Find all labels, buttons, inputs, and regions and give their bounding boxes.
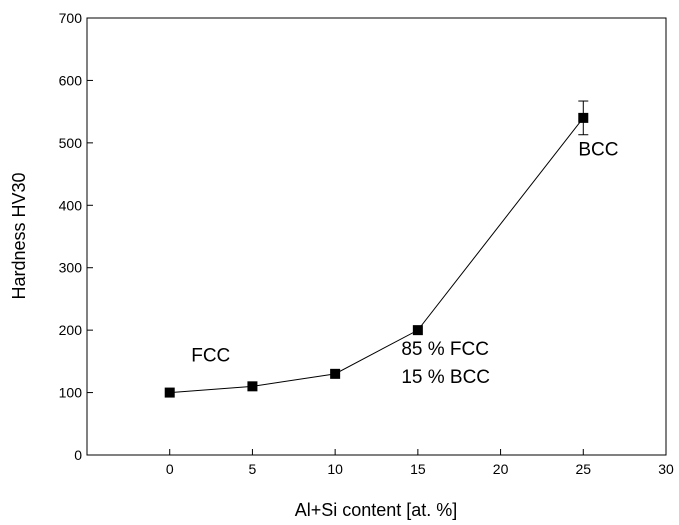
x-tick-label: 30 bbox=[658, 461, 674, 477]
y-tick-label: 700 bbox=[59, 10, 83, 26]
x-tick-label: 0 bbox=[166, 461, 174, 477]
y-tick-label: 100 bbox=[59, 385, 83, 401]
y-axis-ticks: 0 100 200 300 400 500 600 700 bbox=[59, 10, 93, 463]
x-tick-label: 5 bbox=[249, 461, 257, 477]
data-point bbox=[578, 112, 589, 123]
y-tick-label: 600 bbox=[59, 72, 83, 88]
x-tick-label: 10 bbox=[327, 461, 343, 477]
y-tick-label: 300 bbox=[59, 260, 83, 276]
chart-annotation: BCC bbox=[578, 139, 618, 160]
y-tick-label: 200 bbox=[59, 322, 83, 338]
y-axis-title: Hardness HV30 bbox=[9, 172, 29, 299]
x-axis-title: Al+Si content [at. %] bbox=[295, 500, 458, 520]
series-line bbox=[169, 117, 584, 394]
annotations: FCC 85 % FCC 15 % BCC BCC bbox=[191, 139, 618, 388]
data-point bbox=[330, 368, 341, 379]
y-tick-label: 0 bbox=[74, 447, 82, 463]
x-tick-label: 15 bbox=[410, 461, 426, 477]
chart-annotation: FCC bbox=[191, 345, 230, 366]
plot-frame bbox=[86, 17, 667, 456]
y-tick-label: 500 bbox=[59, 135, 83, 151]
y-tick-label: 400 bbox=[59, 197, 83, 213]
data-point bbox=[164, 387, 175, 398]
chart-annotation: 85 % FCC bbox=[401, 339, 489, 360]
data-point bbox=[412, 325, 423, 336]
chart-annotation: 15 % BCC bbox=[401, 367, 490, 388]
x-axis-ticks: 0 5 10 15 20 25 30 bbox=[166, 449, 674, 477]
x-tick-label: 20 bbox=[493, 461, 509, 477]
data-series bbox=[164, 100, 589, 398]
x-tick-label: 25 bbox=[575, 461, 591, 477]
data-point bbox=[247, 381, 258, 392]
